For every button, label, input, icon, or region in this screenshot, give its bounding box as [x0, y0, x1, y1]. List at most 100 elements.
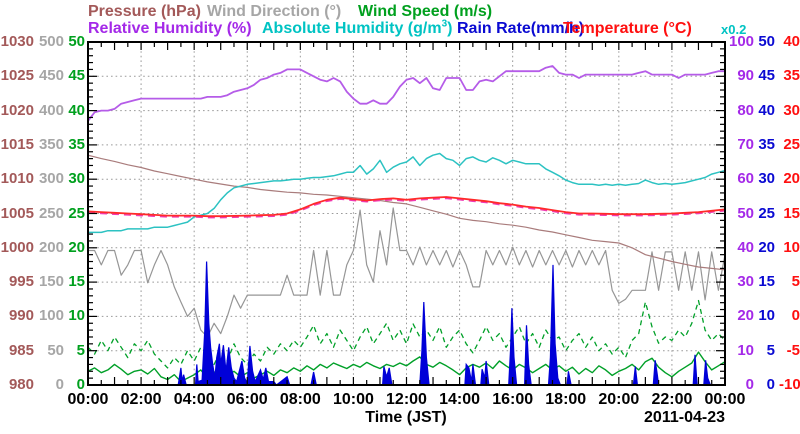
- wind-speed-tick-label: 50: [68, 33, 85, 50]
- wind-direction-tick-label: 100: [38, 307, 64, 325]
- wind-speed-tick-label: 10: [68, 307, 85, 325]
- series-dew_point_dashed: [88, 197, 725, 219]
- wind-direction-tick-label: 500: [38, 33, 64, 50]
- pressure-tick-label: 1000: [0, 238, 34, 256]
- abs-humidity-label-post: ): [447, 20, 453, 37]
- wind-speed-tick-label: 30: [68, 170, 85, 188]
- wind-direction-tick-label: 300: [38, 170, 64, 188]
- series-rain_rate: [88, 261, 725, 385]
- plot-border: [87, 41, 726, 386]
- abs-humidity-label-pre: Absolute Humidity (g/m: [262, 20, 442, 37]
- time-tick-label: 20:00: [598, 391, 640, 408]
- rain-rate-tick-label: 10: [758, 307, 775, 325]
- time-tick-label: 02:00: [120, 391, 162, 408]
- time-tick-label: 04:00: [173, 391, 215, 408]
- series-relative_humidity: [88, 65, 725, 122]
- right-axis-row: 100 50 40: [729, 33, 800, 50]
- left-axis-row: 985 50 5: [0, 342, 85, 359]
- relative-humidity-tick-label: 40: [737, 238, 754, 256]
- relative-humidity-tick-label: 50: [737, 204, 754, 222]
- temperature-tick-label: 0: [791, 307, 800, 325]
- temperature-tick-label: 30: [783, 101, 800, 119]
- wind-speed-tick-label: 45: [68, 67, 85, 85]
- wind-direction-tick-label: 250: [38, 204, 64, 222]
- right-axis-row: 0 0 -10: [729, 376, 800, 393]
- pressure-tick-label: 990: [8, 307, 34, 325]
- pressure-tick-label: 1015: [0, 135, 34, 153]
- x-axis-title: Time (JST): [365, 409, 447, 426]
- rain-rate-tick-label: 5: [766, 341, 775, 359]
- relative-humidity-tick-label: 70: [737, 135, 754, 153]
- time-tick-label: 06:00: [226, 391, 268, 408]
- rain-rate-tick-label: 15: [758, 273, 775, 291]
- temperature-tick-label: 15: [783, 204, 800, 222]
- pressure-tick-label: 1025: [0, 67, 34, 85]
- time-tick-label: 00:00: [67, 391, 109, 408]
- relative-humidity-tick-label: 20: [737, 307, 754, 325]
- right-axis-row: 70 35 25: [729, 136, 800, 153]
- rain-rate-tick-label: 20: [758, 238, 775, 256]
- relative-humidity-tick-label: 0: [745, 376, 754, 393]
- right-axis-row: 50 25 15: [729, 205, 800, 222]
- abs-humidity-label-sup: 3: [441, 18, 448, 30]
- rain-rate-tick-label: 35: [758, 135, 775, 153]
- temperature-tick-label: 35: [783, 67, 800, 85]
- pressure-tick-label: 995: [8, 273, 34, 291]
- legend-wind-direction: Wind Direction (°): [207, 3, 342, 20]
- relative-humidity-tick-label: 100: [729, 33, 755, 50]
- temperature-tick-label: 20: [783, 170, 800, 188]
- left-axis-row: 1025 450 45: [0, 67, 85, 84]
- time-tick-label: 18:00: [545, 391, 587, 408]
- relative-humidity-tick-label: 90: [737, 67, 754, 85]
- wind-direction-tick-label: 350: [38, 135, 64, 153]
- wind-direction-tick-label: 0: [55, 376, 64, 393]
- time-tick-label: 14:00: [439, 391, 481, 408]
- legend-pressure: Pressure (hPa): [88, 3, 201, 20]
- wind-direction-tick-label: 400: [38, 101, 64, 119]
- series-absolute_humidity: [88, 152, 725, 234]
- pressure-tick-label: 985: [8, 341, 34, 359]
- rain-rate-tick-label: 25: [758, 204, 775, 222]
- legend-absolute-humidity: Absolute Humidity (g/m3): [262, 18, 453, 37]
- pressure-tick-label: 1030: [0, 33, 34, 50]
- temperature-tick-label: -10: [779, 376, 800, 393]
- wind-speed-tick-label: 0: [76, 376, 85, 393]
- abs-humidity-scale-note: x0.2: [721, 22, 747, 37]
- time-tick-label: 16:00: [492, 391, 534, 408]
- time-tick-label: 10:00: [332, 391, 374, 408]
- series-layer: [88, 65, 725, 385]
- left-axis-row: 1030 500 50: [0, 33, 85, 50]
- wind-speed-tick-label: 35: [68, 135, 85, 153]
- right-axis-row: 20 10 0: [729, 307, 800, 324]
- wind-direction-tick-label: 50: [47, 341, 64, 359]
- left-axis-row: 990 100 10: [0, 307, 85, 324]
- legend-wind-speed: Wind Speed (m/s): [358, 3, 493, 20]
- rain-rate-tick-label: 45: [758, 67, 775, 85]
- wind-speed-tick-label: 5: [76, 341, 85, 359]
- left-axis-row: 980 0 0: [0, 376, 85, 393]
- left-axis-row: 995 150 15: [0, 273, 85, 290]
- legend-temperature: Temperature (°C): [563, 20, 692, 37]
- legend-relative-humidity: Relative Humidity (%): [88, 20, 252, 37]
- temperature-tick-label: -5: [786, 341, 800, 359]
- time-tick-label: 00:00: [704, 391, 746, 408]
- right-axis-row: 10 5 -5: [729, 342, 800, 359]
- right-axis-row: 40 20 10: [729, 239, 800, 256]
- wind-speed-tick-label: 25: [68, 204, 85, 222]
- wind-speed-tick-label: 15: [68, 273, 85, 291]
- wind-direction-tick-label: 200: [38, 238, 64, 256]
- relative-humidity-tick-label: 30: [737, 273, 754, 291]
- wind-direction-tick-label: 450: [38, 67, 64, 85]
- temperature-tick-label: 5: [791, 273, 800, 291]
- legend-rain-rate: Rain Rate(mm/h): [457, 20, 585, 37]
- right-axis-row: 60 30 20: [729, 170, 800, 187]
- relative-humidity-tick-label: 80: [737, 101, 754, 119]
- rain-rate-tick-label: 40: [758, 101, 775, 119]
- time-tick-label: 22:00: [651, 391, 693, 408]
- right-axis-row: 30 15 5: [729, 273, 800, 290]
- wind-speed-tick-label: 20: [68, 238, 85, 256]
- rain-rate-tick-label: 50: [758, 33, 775, 50]
- series-temperature: [88, 196, 725, 218]
